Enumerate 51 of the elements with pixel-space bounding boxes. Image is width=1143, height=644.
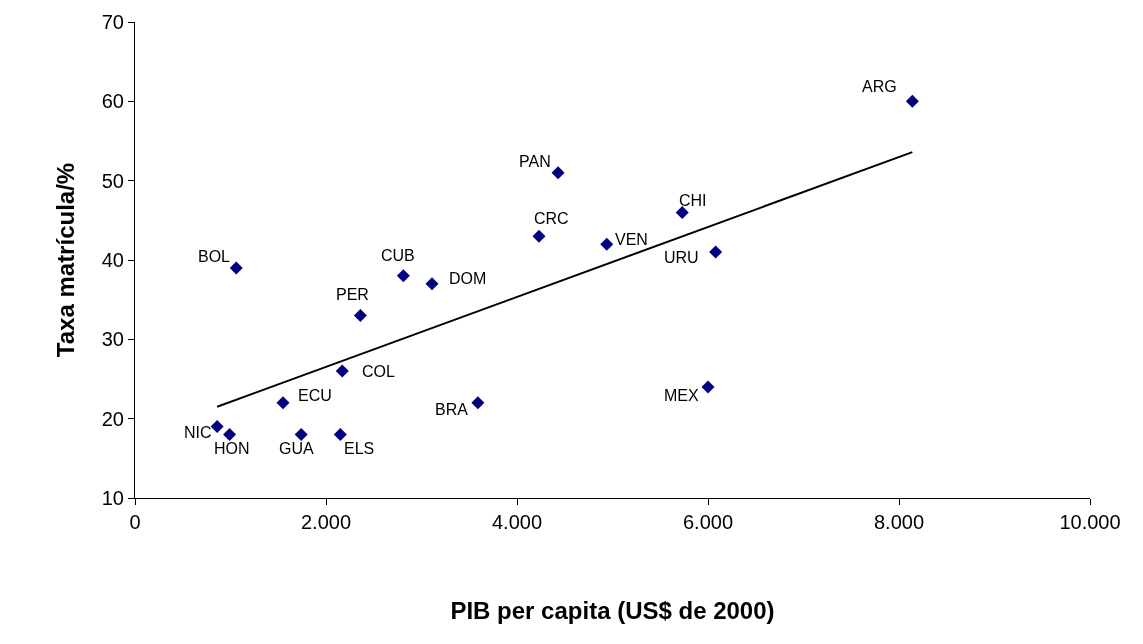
annotation: ECU <box>298 387 332 404</box>
point <box>709 245 723 259</box>
y-axis-title: Taxa matrícula/% <box>51 162 79 358</box>
annotation: DOM <box>449 270 487 287</box>
point <box>532 229 546 243</box>
y-tick-label: 70 <box>101 11 124 33</box>
x-axis-title: PIB per capita (US$ de 2000) <box>450 597 775 625</box>
point <box>905 94 919 108</box>
annotation: GUA <box>279 440 314 457</box>
annotation: PER <box>336 286 369 303</box>
annotation: MEX <box>664 387 699 404</box>
point <box>425 277 439 291</box>
x-tick-label: 0 <box>129 511 141 533</box>
annotation: COL <box>362 363 395 380</box>
annotation: URU <box>664 249 699 266</box>
annotation: ELS <box>344 440 375 457</box>
point <box>333 428 347 442</box>
annotation: CUB <box>381 247 415 264</box>
y-tick-label: 20 <box>101 407 124 430</box>
y-tick-label: 10 <box>101 487 124 509</box>
annotation: CRC <box>534 210 569 227</box>
point <box>600 237 614 251</box>
x-tick-label: 2.000 <box>300 511 352 533</box>
point <box>701 380 715 394</box>
point <box>675 205 689 219</box>
annotation: CHI <box>679 192 707 209</box>
point <box>396 269 410 283</box>
point <box>353 309 367 323</box>
y-tick-label: 50 <box>101 169 124 192</box>
y-tick-label: 60 <box>101 90 124 113</box>
annotation: NIC <box>184 424 212 441</box>
x-tick-label: 10.000 <box>1059 511 1121 533</box>
y-tick-label: 40 <box>101 249 124 271</box>
x-tick-label: 4.000 <box>491 511 543 533</box>
point <box>223 428 237 442</box>
point <box>471 396 485 410</box>
annotation: BRA <box>435 401 469 418</box>
annotation: HON <box>214 440 250 457</box>
x-tick-label: 6.000 <box>682 511 734 533</box>
annotation: BOL <box>198 248 231 265</box>
point <box>276 396 290 410</box>
annotation: VEN <box>615 231 648 248</box>
point <box>294 428 308 442</box>
point <box>229 261 243 275</box>
point <box>210 420 224 434</box>
y-tick-label: 30 <box>101 328 124 351</box>
annotation: PAN <box>519 153 551 170</box>
point <box>551 166 565 180</box>
point <box>335 364 349 378</box>
annotation: ARG <box>862 78 897 95</box>
x-tick-label: 8.000 <box>873 511 925 533</box>
